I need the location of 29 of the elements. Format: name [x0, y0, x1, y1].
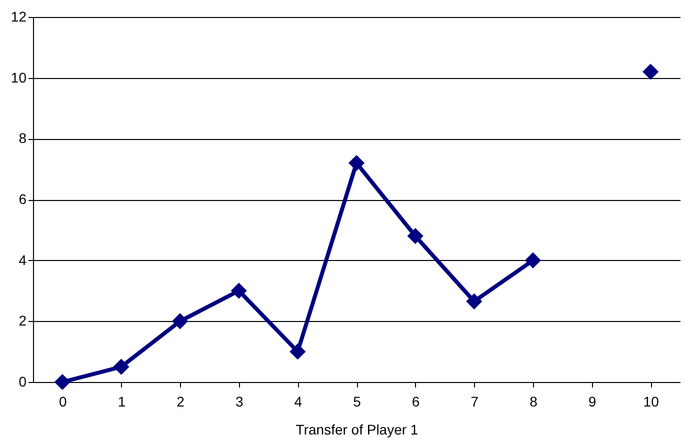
point	[407, 228, 424, 244]
point	[230, 282, 247, 299]
x-tick-label: 6	[412, 394, 420, 410]
point	[113, 358, 130, 375]
point	[54, 374, 70, 390]
y-tick-label: 12	[10, 8, 27, 24]
point	[290, 344, 306, 360]
x-tick-label: 7	[470, 394, 479, 410]
point	[466, 293, 482, 310]
x-tick-label: 5	[353, 394, 362, 410]
point	[524, 252, 542, 268]
y-tick-label: 0	[18, 374, 27, 390]
x-axis-title: Transfer of Player 1	[296, 422, 418, 438]
x-tick-label: 2	[176, 394, 185, 410]
y-tick-label: 6	[18, 191, 27, 207]
y-tick-label: 4	[18, 252, 27, 268]
x-tick-label: 8	[530, 394, 538, 410]
x-tick-label: 1	[118, 394, 126, 410]
x-tick-label: 9	[588, 394, 596, 410]
point	[642, 64, 659, 80]
point	[348, 154, 365, 172]
x-tick-label: 4	[294, 394, 302, 410]
y-tick-label: 2	[18, 312, 27, 329]
point	[172, 313, 188, 330]
y-tick-label: 8	[18, 130, 27, 146]
y-tick-label: 10	[10, 69, 27, 86]
x-tick-label: 3	[235, 394, 244, 410]
x-tick-label: 0	[59, 394, 68, 410]
x-tick-label: 10	[643, 394, 660, 410]
